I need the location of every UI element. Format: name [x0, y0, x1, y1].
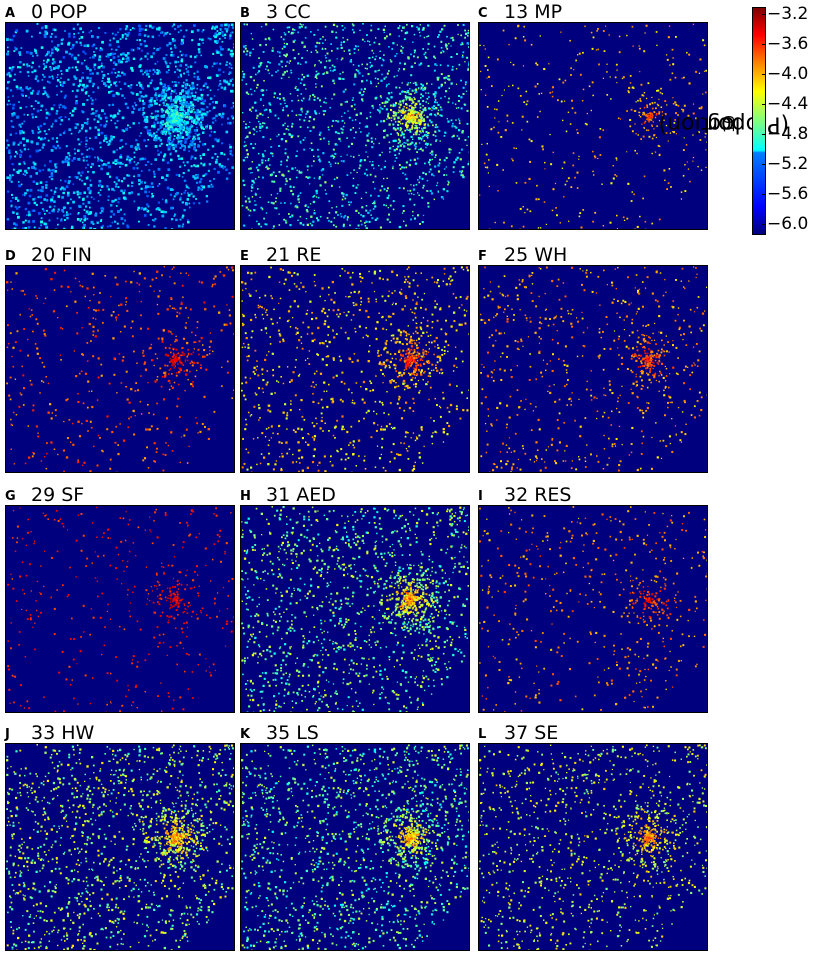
panel-title-e: 21 RE: [266, 244, 322, 266]
panel-title-c: 13 MP: [504, 1, 563, 23]
colorbar-tick: −4.8: [761, 124, 809, 145]
panel-title-h: 31 AED: [266, 484, 336, 506]
panel-label-h: H: [240, 489, 251, 504]
panel-title-g: 29 SF: [31, 484, 85, 506]
panel-label-j: J: [5, 727, 10, 742]
map-image-j: [6, 744, 234, 950]
panel-label-f: F: [478, 249, 487, 264]
map-panel-c: [478, 22, 708, 230]
map-panel-h: [240, 505, 470, 713]
map-panel-g: [5, 505, 235, 713]
panel-label-g: G: [5, 489, 16, 504]
map-image-b: [241, 23, 469, 229]
panel-title-l: 37 SE: [504, 722, 559, 744]
panel-label-b: B: [240, 6, 250, 21]
map-image-f: [480, 266, 707, 472]
map-panel-f: [478, 265, 708, 473]
map-image-a: [6, 23, 234, 229]
map-image-d: [6, 266, 234, 472]
colorbar-gradient: [752, 7, 766, 235]
panel-title-k: 35 LS: [266, 722, 319, 744]
map-panel-k: [240, 743, 470, 951]
panel-title-b: 3 CC: [266, 1, 311, 23]
map-image-k: [241, 744, 469, 950]
colorbar-label: log 10 (Proportion): [659, 4, 790, 244]
map-image-e: [241, 266, 469, 472]
colorbar-tick: −4.4: [761, 93, 809, 114]
colorbar-tick: −3.2: [761, 3, 809, 24]
panel-label-i: I: [478, 489, 483, 504]
map-panel-l: [478, 743, 708, 951]
colorbar: −3.2 −3.6 −4.0 −4.4 −4.8 −5.2 −5.6 −6.0: [752, 3, 829, 242]
panel-title-j: 33 HW: [31, 722, 95, 744]
panel-title-d: 20 FIN: [31, 244, 92, 266]
panel-title-f: 25 WH: [504, 244, 568, 266]
panel-label-d: D: [5, 249, 16, 264]
panel-label-a: A: [5, 6, 16, 21]
panel-label-c: C: [478, 6, 488, 21]
colorbar-tick: −6.0: [761, 214, 809, 235]
map-image-h: [241, 506, 469, 712]
panel-title-a: 0 POP: [31, 1, 87, 23]
colorbar-tick: −5.2: [761, 154, 809, 175]
map-panel-e: [240, 265, 470, 473]
colorbar-tick: −5.6: [761, 184, 809, 205]
map-panel-j: [5, 743, 235, 951]
panel-label-e: E: [240, 249, 249, 264]
panel-label-l: L: [478, 727, 487, 742]
panel-label-k: K: [240, 727, 251, 742]
map-panel-i: [478, 505, 708, 713]
map-panel-d: [5, 265, 235, 473]
map-image-g: [7, 506, 234, 712]
colorbar-tick: −4.0: [761, 63, 809, 84]
map-image-l: [479, 744, 707, 950]
panel-title-i: 32 RES: [504, 484, 572, 506]
map-image-c: [479, 23, 707, 229]
colorbar-tick: −3.6: [761, 33, 809, 54]
map-image-i: [479, 506, 707, 712]
map-panel-a: [5, 22, 235, 230]
map-panel-b: [240, 22, 470, 230]
